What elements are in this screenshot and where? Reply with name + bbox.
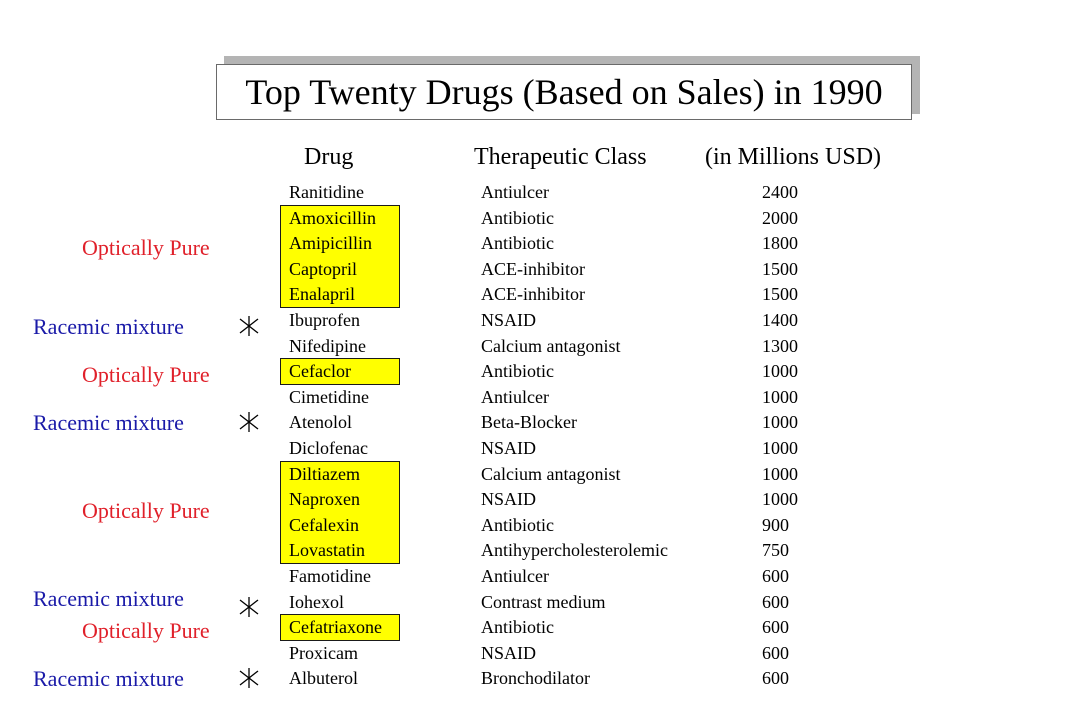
header-sales: (in Millions USD): [705, 144, 882, 170]
sales-cell: 600: [762, 617, 789, 638]
sales-cell: 1800: [762, 233, 798, 254]
drug-name-cell: Iohexol: [289, 591, 344, 612]
drug-name-cell: Lovastatin: [289, 540, 365, 561]
therapeutic-class-cell: Antibiotic: [481, 207, 554, 228]
drug-name-cell: Naproxen: [289, 489, 360, 510]
optically-pure-label: Optically Pure: [82, 498, 210, 523]
sales-cell: 1500: [762, 258, 798, 279]
therapeutic-class-cell: ACE-inhibitor: [481, 258, 585, 279]
therapeutic-class-cell: Antiulcer: [481, 182, 549, 202]
therapeutic-class-cell: Antibiotic: [481, 233, 554, 254]
racemic-mixture-label: Racemic mixture: [33, 314, 184, 339]
therapeutic-class-cell: Antibiotic: [481, 617, 554, 638]
header-drug: Drug: [304, 144, 354, 170]
sales-cell: 2000: [762, 207, 798, 228]
sales-cell: 1000: [762, 463, 798, 484]
asterisk-icon: [238, 596, 260, 618]
drug-name-cell: Cefalexin: [289, 514, 359, 535]
sales-cell: 1000: [762, 489, 798, 510]
therapeutic-class-cell: Antiulcer: [481, 386, 549, 407]
racemic-mixture-label: Racemic mixture: [33, 666, 184, 691]
header-therapeutic-class: Therapeutic Class: [474, 144, 647, 170]
drug-name-cell: Cefaclor: [289, 361, 351, 382]
sales-cell: 1500: [762, 284, 798, 305]
sales-cell: 600: [762, 642, 789, 663]
optically-pure-label: Optically Pure: [82, 235, 210, 260]
therapeutic-class-cell: Contrast medium: [481, 591, 606, 612]
therapeutic-class-cell: Bronchodilator: [481, 668, 590, 689]
therapeutic-class-cell: NSAID: [481, 438, 537, 458]
slide-title-text: Top Twenty Drugs (Based on Sales) in 199…: [245, 72, 883, 112]
sales-cell: 1300: [762, 335, 798, 356]
drug-name-cell: Captopril: [289, 258, 357, 279]
sales-cell: 600: [762, 591, 789, 612]
racemic-mixture-label: Racemic mixture: [33, 410, 184, 435]
optically-pure-highlight: [280, 460, 400, 564]
asterisk-icon: [238, 315, 260, 337]
optically-pure-highlight: [280, 358, 400, 385]
asterisk-icon: [238, 411, 260, 433]
sales-cell: 2400: [762, 182, 798, 202]
optically-pure-highlight: [280, 614, 400, 641]
drug-name-cell: Cimetidine: [289, 386, 369, 407]
sales-cell: 1400: [762, 310, 798, 330]
racemic-mixture-label: Racemic mixture: [33, 586, 184, 611]
sales-cell: 1000: [762, 361, 798, 382]
drug-name-cell: Atenolol: [289, 412, 352, 433]
optically-pure-label: Optically Pure: [82, 362, 210, 387]
sales-cell: 750: [762, 540, 789, 561]
therapeutic-class-cell: Antiulcer: [481, 566, 549, 586]
drug-name-cell: Famotidine: [289, 566, 371, 586]
therapeutic-class-cell: NSAID: [481, 489, 537, 510]
drug-name-cell: Nifedipine: [289, 335, 366, 356]
therapeutic-class-cell: Calcium antagonist: [481, 335, 621, 356]
sales-cell: 600: [762, 566, 789, 586]
sales-cell: 1000: [762, 412, 798, 433]
therapeutic-class-cell: Antibiotic: [481, 361, 554, 382]
drug-name-cell: Ibuprofen: [289, 310, 360, 330]
drug-name-cell: Albuterol: [289, 668, 358, 689]
therapeutic-class-cell: ACE-inhibitor: [481, 284, 585, 305]
sales-cell: 900: [762, 514, 789, 535]
optically-pure-label: Optically Pure: [82, 618, 210, 643]
drug-name-cell: Ranitidine: [289, 182, 364, 202]
therapeutic-class-cell: Calcium antagonist: [481, 463, 621, 484]
asterisk-icon: [238, 667, 260, 689]
optically-pure-highlight: [280, 204, 400, 308]
sales-cell: 600: [762, 668, 789, 689]
drug-name-cell: Diltiazem: [289, 463, 360, 484]
drug-name-cell: Enalapril: [289, 284, 355, 305]
drug-name-cell: Proxicam: [289, 642, 358, 663]
drug-name-cell: Amoxicillin: [289, 207, 376, 228]
therapeutic-class-cell: Antihypercholesterolemic: [481, 540, 668, 561]
sales-cell: 1000: [762, 386, 798, 407]
drug-name-cell: Cefatriaxone: [289, 617, 382, 638]
therapeutic-class-cell: NSAID: [481, 310, 537, 330]
drug-name-cell: Diclofenac: [289, 438, 368, 458]
sales-cell: 1000: [762, 438, 798, 458]
therapeutic-class-cell: Antibiotic: [481, 514, 554, 535]
therapeutic-class-cell: Beta-Blocker: [481, 412, 577, 433]
drug-name-cell: Amipicillin: [289, 233, 372, 254]
slide-title: Top Twenty Drugs (Based on Sales) in 199…: [216, 64, 912, 120]
therapeutic-class-cell: NSAID: [481, 642, 537, 663]
